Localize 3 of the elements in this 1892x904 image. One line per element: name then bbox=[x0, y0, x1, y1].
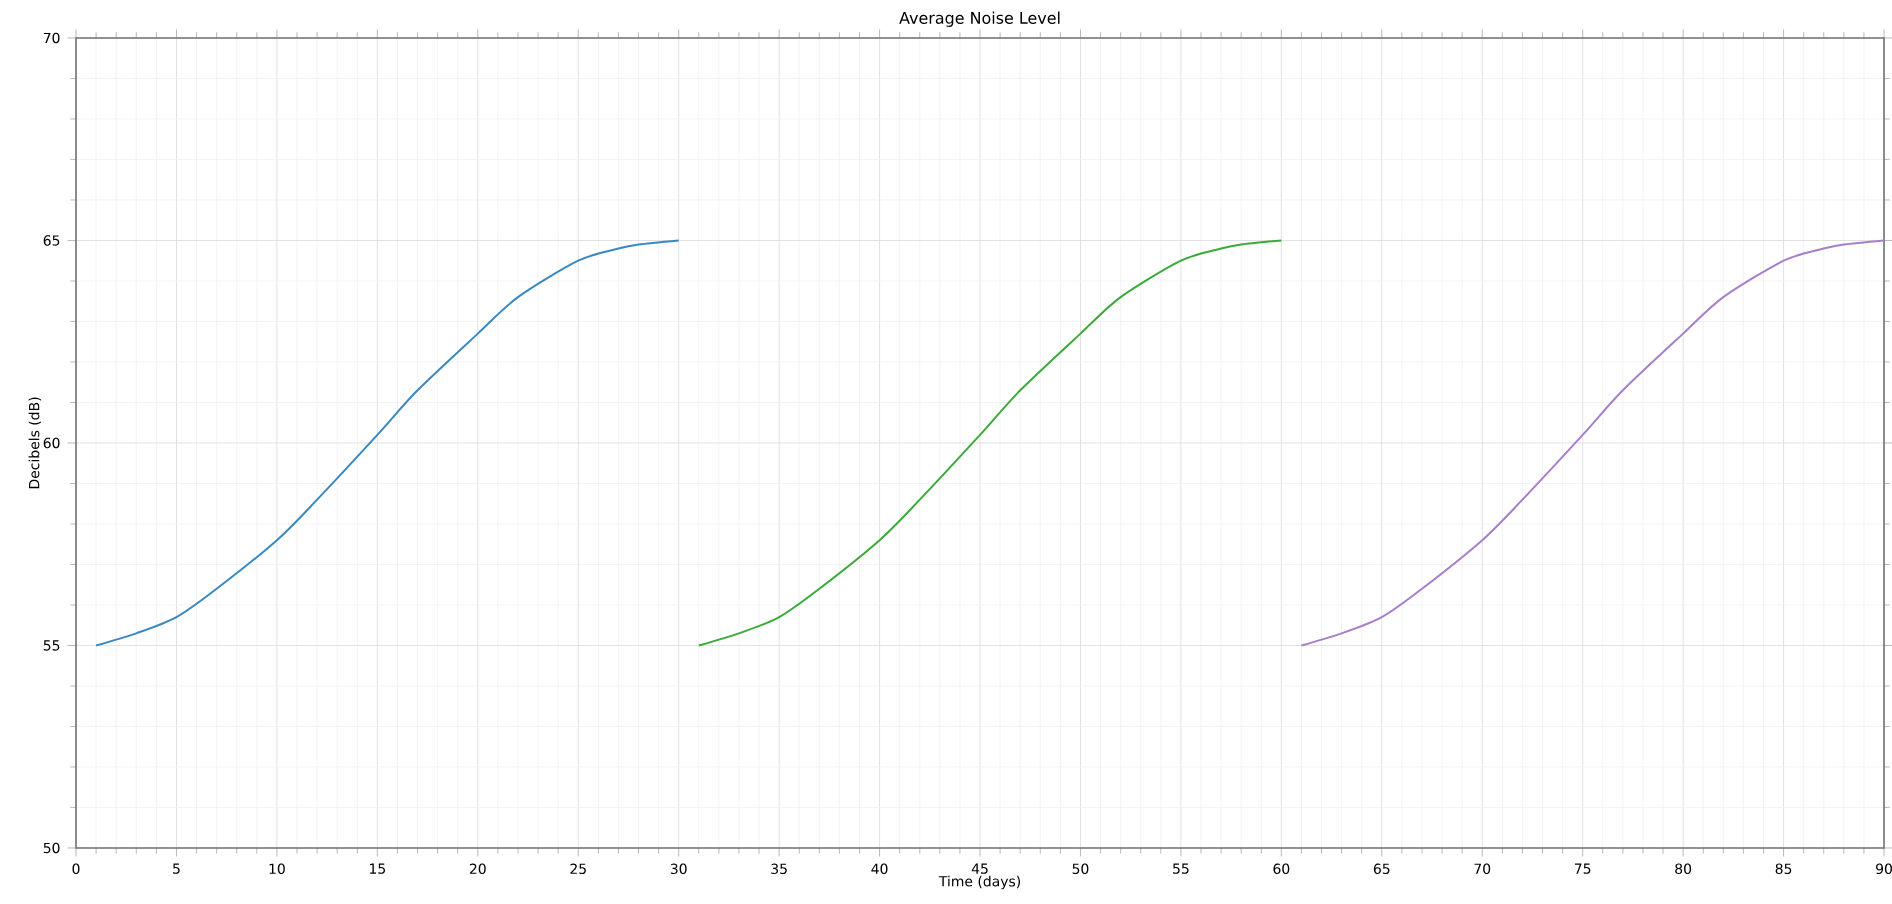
line-series bbox=[697, 239, 1283, 647]
line-series bbox=[1300, 239, 1885, 647]
line-series bbox=[95, 239, 680, 647]
